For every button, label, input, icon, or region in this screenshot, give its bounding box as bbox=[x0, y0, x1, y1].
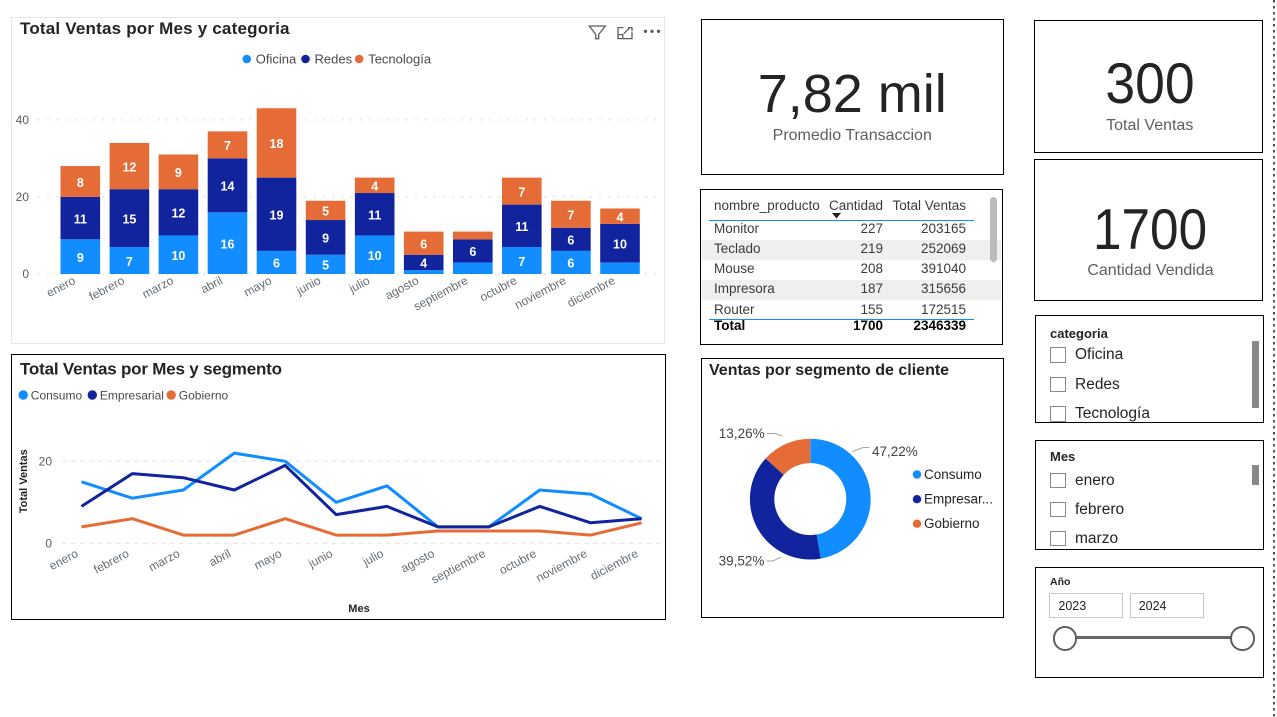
svg-text:13,26%: 13,26% bbox=[718, 426, 764, 441]
svg-text:20: 20 bbox=[16, 190, 30, 204]
svg-text:diciembre: diciembre bbox=[565, 273, 618, 310]
svg-text:11: 11 bbox=[74, 212, 87, 226]
svg-text:6: 6 bbox=[567, 257, 574, 271]
svg-text:20: 20 bbox=[39, 454, 53, 468]
svg-text:marzo: marzo bbox=[146, 546, 182, 574]
svg-text:abril: abril bbox=[198, 273, 225, 296]
svg-text:18: 18 bbox=[270, 137, 284, 151]
svg-text:11: 11 bbox=[368, 209, 381, 223]
svg-text:10: 10 bbox=[171, 249, 185, 263]
svg-text:9: 9 bbox=[322, 232, 329, 246]
svg-text:11: 11 bbox=[515, 220, 528, 234]
svg-text:14: 14 bbox=[221, 180, 235, 194]
svg-text:15: 15 bbox=[122, 212, 136, 226]
svg-text:7: 7 bbox=[224, 139, 231, 153]
svg-text:39,52%: 39,52% bbox=[718, 553, 764, 568]
svg-text:marzo: marzo bbox=[140, 273, 176, 301]
svg-text:Total Ventas: Total Ventas bbox=[18, 449, 30, 513]
svg-text:9: 9 bbox=[77, 251, 84, 265]
svg-text:Redes: Redes bbox=[315, 52, 353, 67]
svg-text:0: 0 bbox=[22, 267, 29, 281]
svg-text:septiembre: septiembre bbox=[411, 273, 470, 313]
svg-text:abril: abril bbox=[207, 546, 234, 569]
svg-text:12: 12 bbox=[122, 160, 136, 174]
svg-text:10: 10 bbox=[368, 249, 382, 263]
svg-text:4: 4 bbox=[371, 180, 378, 194]
svg-text:noviembre: noviembre bbox=[534, 546, 590, 585]
svg-text:0: 0 bbox=[45, 536, 52, 550]
svg-text:Empresar...: Empresar... bbox=[924, 491, 993, 506]
svg-text:Total Ventas por Mes y categor: Total Ventas por Mes y categoria bbox=[20, 19, 290, 38]
svg-text:7: 7 bbox=[518, 255, 525, 269]
svg-text:noviembre: noviembre bbox=[512, 273, 568, 312]
svg-text:4: 4 bbox=[617, 211, 624, 225]
svg-text:7: 7 bbox=[126, 255, 133, 269]
svg-text:6: 6 bbox=[273, 257, 280, 271]
svg-text:febrero: febrero bbox=[87, 273, 127, 303]
svg-text:6: 6 bbox=[420, 238, 427, 252]
svg-text:Mes: Mes bbox=[348, 603, 369, 615]
svg-text:5: 5 bbox=[322, 259, 329, 273]
svg-text:mayo: mayo bbox=[241, 273, 274, 299]
svg-text:Consumo: Consumo bbox=[31, 389, 83, 403]
svg-text:4: 4 bbox=[420, 257, 427, 271]
svg-text:40: 40 bbox=[16, 113, 30, 127]
svg-text:Oficina: Oficina bbox=[256, 52, 297, 67]
svg-text:enero: enero bbox=[44, 273, 78, 300]
svg-text:Ventas por segmento de cliente: Ventas por segmento de cliente bbox=[709, 361, 949, 378]
svg-text:7: 7 bbox=[518, 185, 525, 199]
svg-text:9: 9 bbox=[175, 166, 182, 180]
svg-text:mayo: mayo bbox=[252, 546, 285, 572]
svg-text:10: 10 bbox=[613, 238, 627, 252]
svg-text:8: 8 bbox=[77, 176, 84, 190]
svg-text:Empresarial: Empresarial bbox=[100, 389, 164, 403]
svg-text:agosto: agosto bbox=[398, 546, 437, 575]
svg-text:7: 7 bbox=[567, 209, 574, 223]
svg-text:septiembre: septiembre bbox=[429, 546, 488, 586]
svg-text:julio: julio bbox=[360, 546, 387, 569]
svg-text:julio: julio bbox=[346, 273, 373, 296]
svg-text:Total Ventas por Mes y segment: Total Ventas por Mes y segmento bbox=[20, 360, 282, 379]
svg-text:junio: junio bbox=[305, 546, 335, 571]
svg-text:Tecnología: Tecnología bbox=[368, 52, 432, 67]
svg-text:16: 16 bbox=[221, 238, 235, 252]
svg-text:diciembre: diciembre bbox=[588, 546, 641, 583]
svg-text:6: 6 bbox=[469, 245, 476, 259]
svg-text:5: 5 bbox=[322, 205, 329, 219]
svg-text:12: 12 bbox=[171, 207, 185, 221]
svg-text:47,22%: 47,22% bbox=[872, 444, 918, 459]
svg-text:febrero: febrero bbox=[91, 546, 131, 576]
svg-text:Gobierno: Gobierno bbox=[179, 389, 229, 403]
svg-text:19: 19 bbox=[270, 209, 284, 223]
svg-text:6: 6 bbox=[567, 234, 574, 248]
svg-text:Consumo: Consumo bbox=[924, 467, 982, 482]
svg-text:Gobierno: Gobierno bbox=[924, 516, 980, 531]
svg-text:junio: junio bbox=[293, 273, 323, 298]
